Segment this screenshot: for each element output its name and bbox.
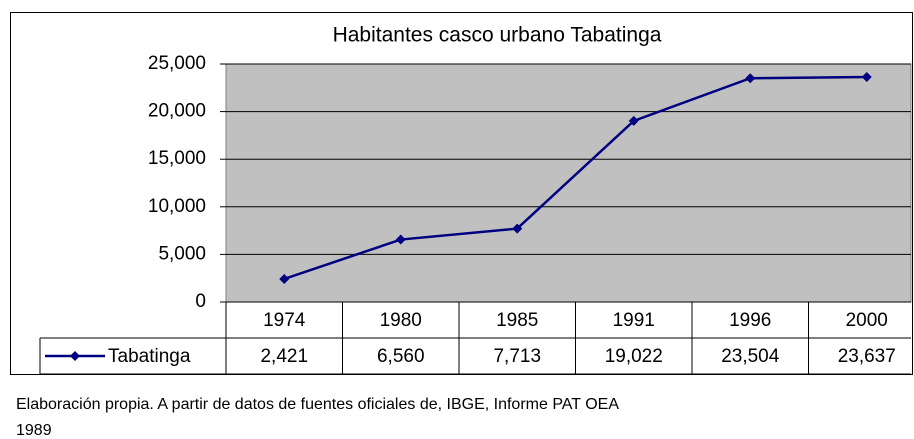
point	[512, 223, 523, 234]
point	[745, 73, 756, 84]
x-tick-label: 2000	[846, 310, 888, 331]
y-tick-label: 0	[195, 291, 206, 312]
x-tick-label: 1991	[613, 310, 655, 331]
y-tick-label: 20,000	[148, 101, 206, 122]
point	[279, 273, 290, 284]
x-tick-label: 1985	[496, 310, 538, 331]
plot-area	[225, 63, 912, 303]
point	[395, 234, 406, 245]
data-label: 19,022	[605, 346, 663, 367]
series-line	[283, 75, 867, 281]
data-label: 23,504	[721, 346, 780, 367]
y-tick-label: 15,000	[148, 148, 206, 169]
data-label: 7,713	[493, 346, 541, 367]
point	[861, 71, 872, 82]
x-tick-label: 1974	[263, 310, 306, 331]
note-line: Elaboración propia. A partir de datos de…	[16, 396, 619, 413]
note-line: 1989	[16, 422, 52, 439]
x-tick-label: 1996	[729, 310, 771, 331]
chart-title: Habitantes casco urbano Tabatinga	[333, 24, 662, 47]
point	[628, 115, 639, 126]
data-label: 2,421	[260, 346, 308, 367]
y-tick-label: 5,000	[158, 243, 206, 264]
y-tick-label: 25,000	[148, 53, 206, 74]
data-label: 6,560	[377, 346, 425, 367]
data-label: 23,637	[838, 346, 896, 367]
y-tick-label: 10,000	[148, 196, 206, 217]
legend-label: Tabatinga	[108, 346, 191, 367]
legend-marker	[70, 351, 80, 361]
x-tick-label: 1980	[380, 310, 422, 331]
